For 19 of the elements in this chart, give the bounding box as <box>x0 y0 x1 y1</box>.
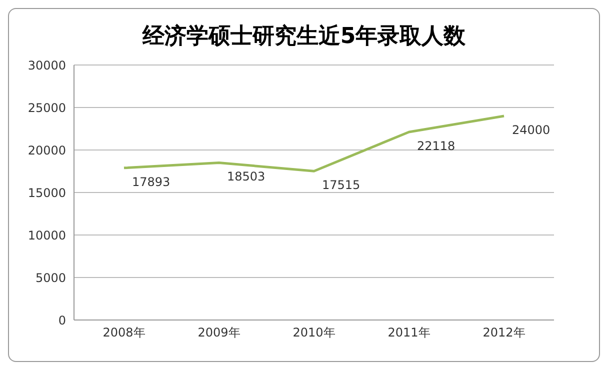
data-label: 17893 <box>132 174 170 189</box>
x-tick-label: 2008年 <box>102 326 146 340</box>
y-tick-label: 0 <box>58 313 66 328</box>
x-tick-label: 2012年 <box>482 326 526 340</box>
y-tick-label: 20000 <box>28 143 66 158</box>
data-label: 18503 <box>227 170 266 184</box>
y-tick-label: 25000 <box>28 100 66 115</box>
data-label: 17515 <box>322 178 360 192</box>
y-tick-label: 15000 <box>28 186 66 200</box>
chart-title: 经济学硕士研究生近5年录取人数 <box>141 22 467 51</box>
data-label: 22118 <box>417 138 456 153</box>
x-tick-label: 2010年 <box>292 326 336 340</box>
data-label: 24000 <box>512 123 550 137</box>
x-tick-label: 2009年 <box>198 326 240 340</box>
y-tick-label: 5000 <box>35 270 66 285</box>
y-tick-label: 10000 <box>28 228 66 242</box>
line-series <box>122 114 506 172</box>
y-tick-label: 30000 <box>28 58 66 72</box>
x-tick-label: 2011年 <box>388 326 430 340</box>
